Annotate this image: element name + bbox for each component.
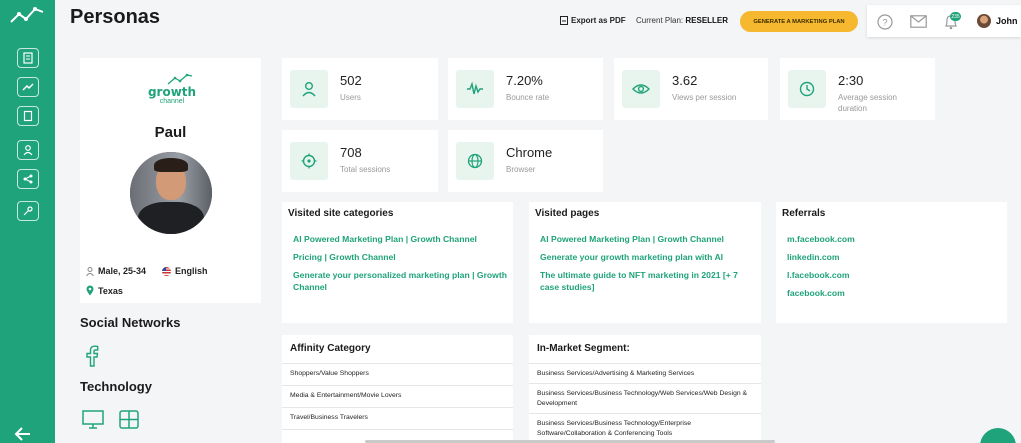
panel-heading: Affinity Category	[290, 343, 371, 354]
persona-location: Texas	[86, 285, 123, 296]
export-label: Export as PDF	[571, 16, 626, 25]
brand-name: growth	[147, 85, 197, 99]
target-icon	[301, 153, 317, 169]
current-plan: Current Plan: RESELLER	[636, 16, 728, 25]
persona-photo	[130, 152, 212, 234]
stat-value: Chrome	[506, 145, 553, 160]
location-pin-icon	[86, 285, 94, 296]
avatar[interactable]	[977, 14, 991, 28]
stat-card-bounce-rate: 7.20% Bounce rate	[448, 58, 603, 120]
stat-card-users: 502 Users	[282, 58, 438, 120]
referral-link[interactable]: l.facebook.com	[787, 270, 850, 280]
referral-link[interactable]: facebook.com	[787, 288, 845, 298]
visited-page-link[interactable]: The ultimate guide to NFT marketing in 2…	[540, 270, 738, 292]
gender-age-text: Male, 25-34	[98, 266, 147, 276]
export-pdf-button[interactable]: Export as PDF	[560, 16, 626, 25]
table-row: Shoppers/Value Shoppers	[282, 363, 513, 385]
plan-value: RESELLER	[685, 16, 729, 25]
brand-subname: channel	[159, 98, 185, 105]
share-icon[interactable]	[17, 169, 39, 189]
in-market-segment-panel: In-Market Segment: Business Services/Adv…	[529, 335, 761, 443]
stat-value: 708	[340, 145, 362, 160]
stat-card-total-sessions: 708 Total sessions	[282, 130, 438, 192]
category-link[interactable]: AI Powered Marketing Plan | Growth Chann…	[293, 234, 477, 244]
stat-card-views: 3.62 Views per session	[614, 58, 768, 120]
logout-icon[interactable]	[14, 426, 32, 442]
user-name[interactable]: John	[996, 16, 1018, 26]
language-text: English	[175, 266, 208, 276]
stat-card-session-duration: 2:30 Average session duration	[780, 58, 935, 120]
horizontal-scrollbar[interactable]	[365, 440, 775, 443]
referrals-panel: Referrals m.facebook.com linkedin.com l.…	[776, 202, 1007, 323]
desktop-icon[interactable]	[82, 410, 104, 430]
pdf-icon	[560, 16, 568, 25]
notification-badge: 235	[950, 12, 961, 21]
windows-icon[interactable]	[119, 410, 139, 429]
key-icon[interactable]	[17, 201, 39, 221]
category-link[interactable]: Pricing | Growth Channel	[293, 252, 396, 262]
location-text: Texas	[98, 285, 123, 296]
stat-label: Average session duration	[838, 93, 897, 113]
book-icon[interactable]	[17, 106, 39, 126]
panel-heading: Referrals	[782, 208, 826, 219]
category-link[interactable]: Generate your personalized marketing pla…	[293, 270, 507, 292]
stat-label: Total sessions	[340, 165, 391, 174]
growth-chart-icon	[167, 73, 193, 85]
referral-link[interactable]: linkedin.com	[787, 252, 840, 262]
table-row	[282, 429, 513, 443]
panel-heading: In-Market Segment:	[537, 343, 630, 354]
visited-page-link[interactable]: Generate your growth marketing plan with…	[540, 252, 724, 262]
affinity-category-panel: Affinity Category Shoppers/Value Shopper…	[282, 335, 513, 443]
persona-name: Paul	[154, 124, 187, 141]
page-title: Personas	[70, 6, 161, 28]
stat-label: Views per session	[672, 93, 737, 102]
table-row: Business Services/Advertising & Marketin…	[529, 363, 761, 383]
plan-prefix: Current Plan:	[636, 16, 684, 25]
stat-card-browser: Chrome Browser	[448, 130, 603, 192]
technology-heading: Technology	[80, 379, 152, 394]
persona-gender-age: Male, 25-34	[86, 266, 146, 276]
facebook-icon[interactable]	[85, 345, 99, 367]
table-row: Business Services/Business Technology/En…	[529, 413, 761, 443]
sidebar	[0, 0, 55, 443]
top-toolbar	[867, 5, 1021, 37]
stat-value: 502	[340, 73, 362, 88]
visited-site-categories-panel: Visited site categories AI Powered Marke…	[282, 202, 513, 323]
social-networks-heading: Social Networks	[80, 315, 181, 330]
eye-icon	[632, 84, 650, 94]
stat-label: Users	[340, 93, 361, 102]
stat-label: Browser	[506, 165, 536, 174]
persona-language: English	[162, 266, 208, 276]
stat-value: 7.20%	[506, 73, 543, 88]
user-icon[interactable]	[17, 140, 39, 160]
us-flag-icon	[162, 266, 171, 276]
chat-widget-button[interactable]	[980, 428, 1016, 443]
user-icon	[302, 82, 316, 97]
generate-marketing-plan-button[interactable]: GENERATE A MARKETING PLAN	[740, 11, 858, 32]
person-icon	[86, 266, 94, 276]
stat-label: Bounce rate	[506, 93, 550, 102]
stat-value: 2:30	[838, 73, 864, 88]
trend-icon[interactable]	[17, 77, 39, 97]
visited-page-link[interactable]: AI Powered Marketing Plan | Growth Chann…	[540, 234, 724, 244]
logo-chart-icon[interactable]	[9, 4, 45, 26]
stat-value: 3.62	[672, 73, 698, 88]
table-row: Travel/Business Travelers	[282, 407, 513, 429]
visited-pages-panel: Visited pages AI Powered Marketing Plan …	[529, 202, 761, 323]
mail-icon[interactable]	[910, 15, 927, 28]
help-icon[interactable]: ?	[877, 14, 893, 30]
notes-icon[interactable]	[17, 48, 39, 68]
svg-text:?: ?	[882, 18, 887, 28]
table-row: Media & Entertainment/Movie Lovers	[282, 385, 513, 407]
clock-icon	[799, 81, 815, 97]
pulse-icon	[467, 81, 483, 95]
brand-logo: growth channel	[146, 72, 198, 110]
globe-icon	[467, 153, 483, 169]
table-row: Business Services/Business Technology/We…	[529, 383, 761, 413]
panel-heading: Visited pages	[535, 208, 600, 219]
referral-link[interactable]: m.facebook.com	[787, 234, 855, 244]
panel-heading: Visited site categories	[288, 208, 394, 219]
